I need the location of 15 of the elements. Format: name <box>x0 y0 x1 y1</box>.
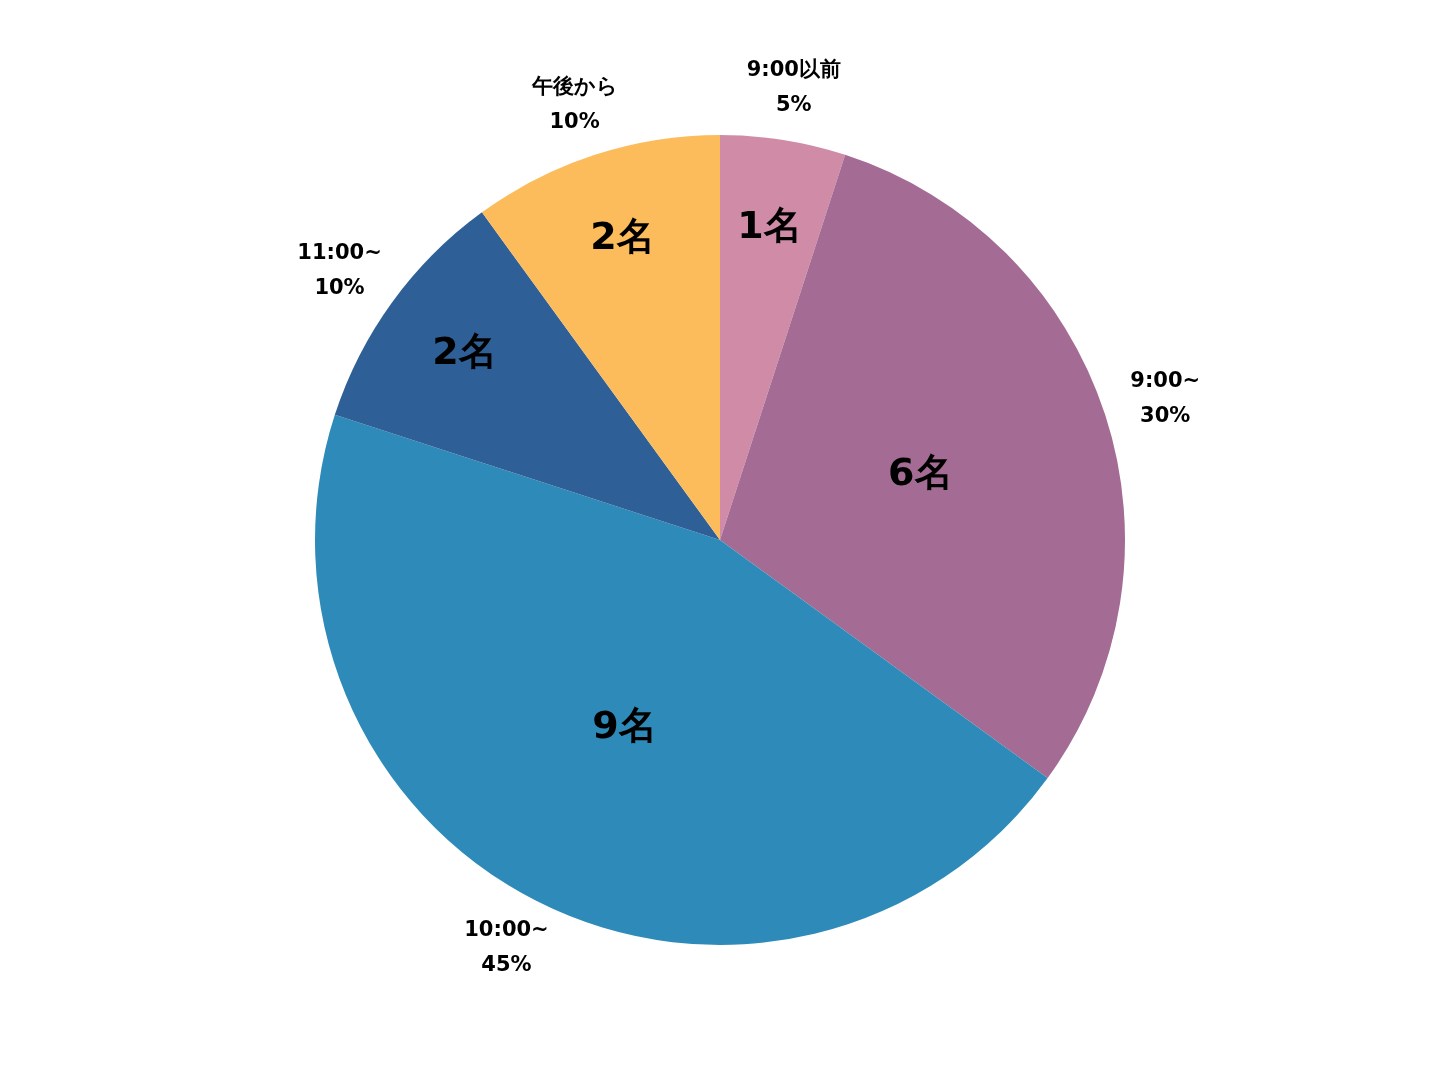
data-label: 1名 <box>737 202 802 247</box>
data-label: 2名 <box>590 214 655 259</box>
slice-label: 11:00~ <box>297 239 382 264</box>
data-label: 9名 <box>592 702 657 747</box>
text: 45% <box>481 951 532 976</box>
data-label: 6名 <box>888 449 953 494</box>
text: 10% <box>549 108 600 133</box>
text: 10% <box>314 274 365 299</box>
data-label: 2名 <box>432 329 497 374</box>
text: 30% <box>1140 402 1191 427</box>
text: 5% <box>775 91 812 116</box>
slice-label: 10:00~ <box>464 916 549 941</box>
slice-label: 午後から <box>530 73 618 98</box>
slice-label: 9:00~ <box>1130 367 1201 392</box>
slice-label: 9:00以前 <box>746 56 841 81</box>
